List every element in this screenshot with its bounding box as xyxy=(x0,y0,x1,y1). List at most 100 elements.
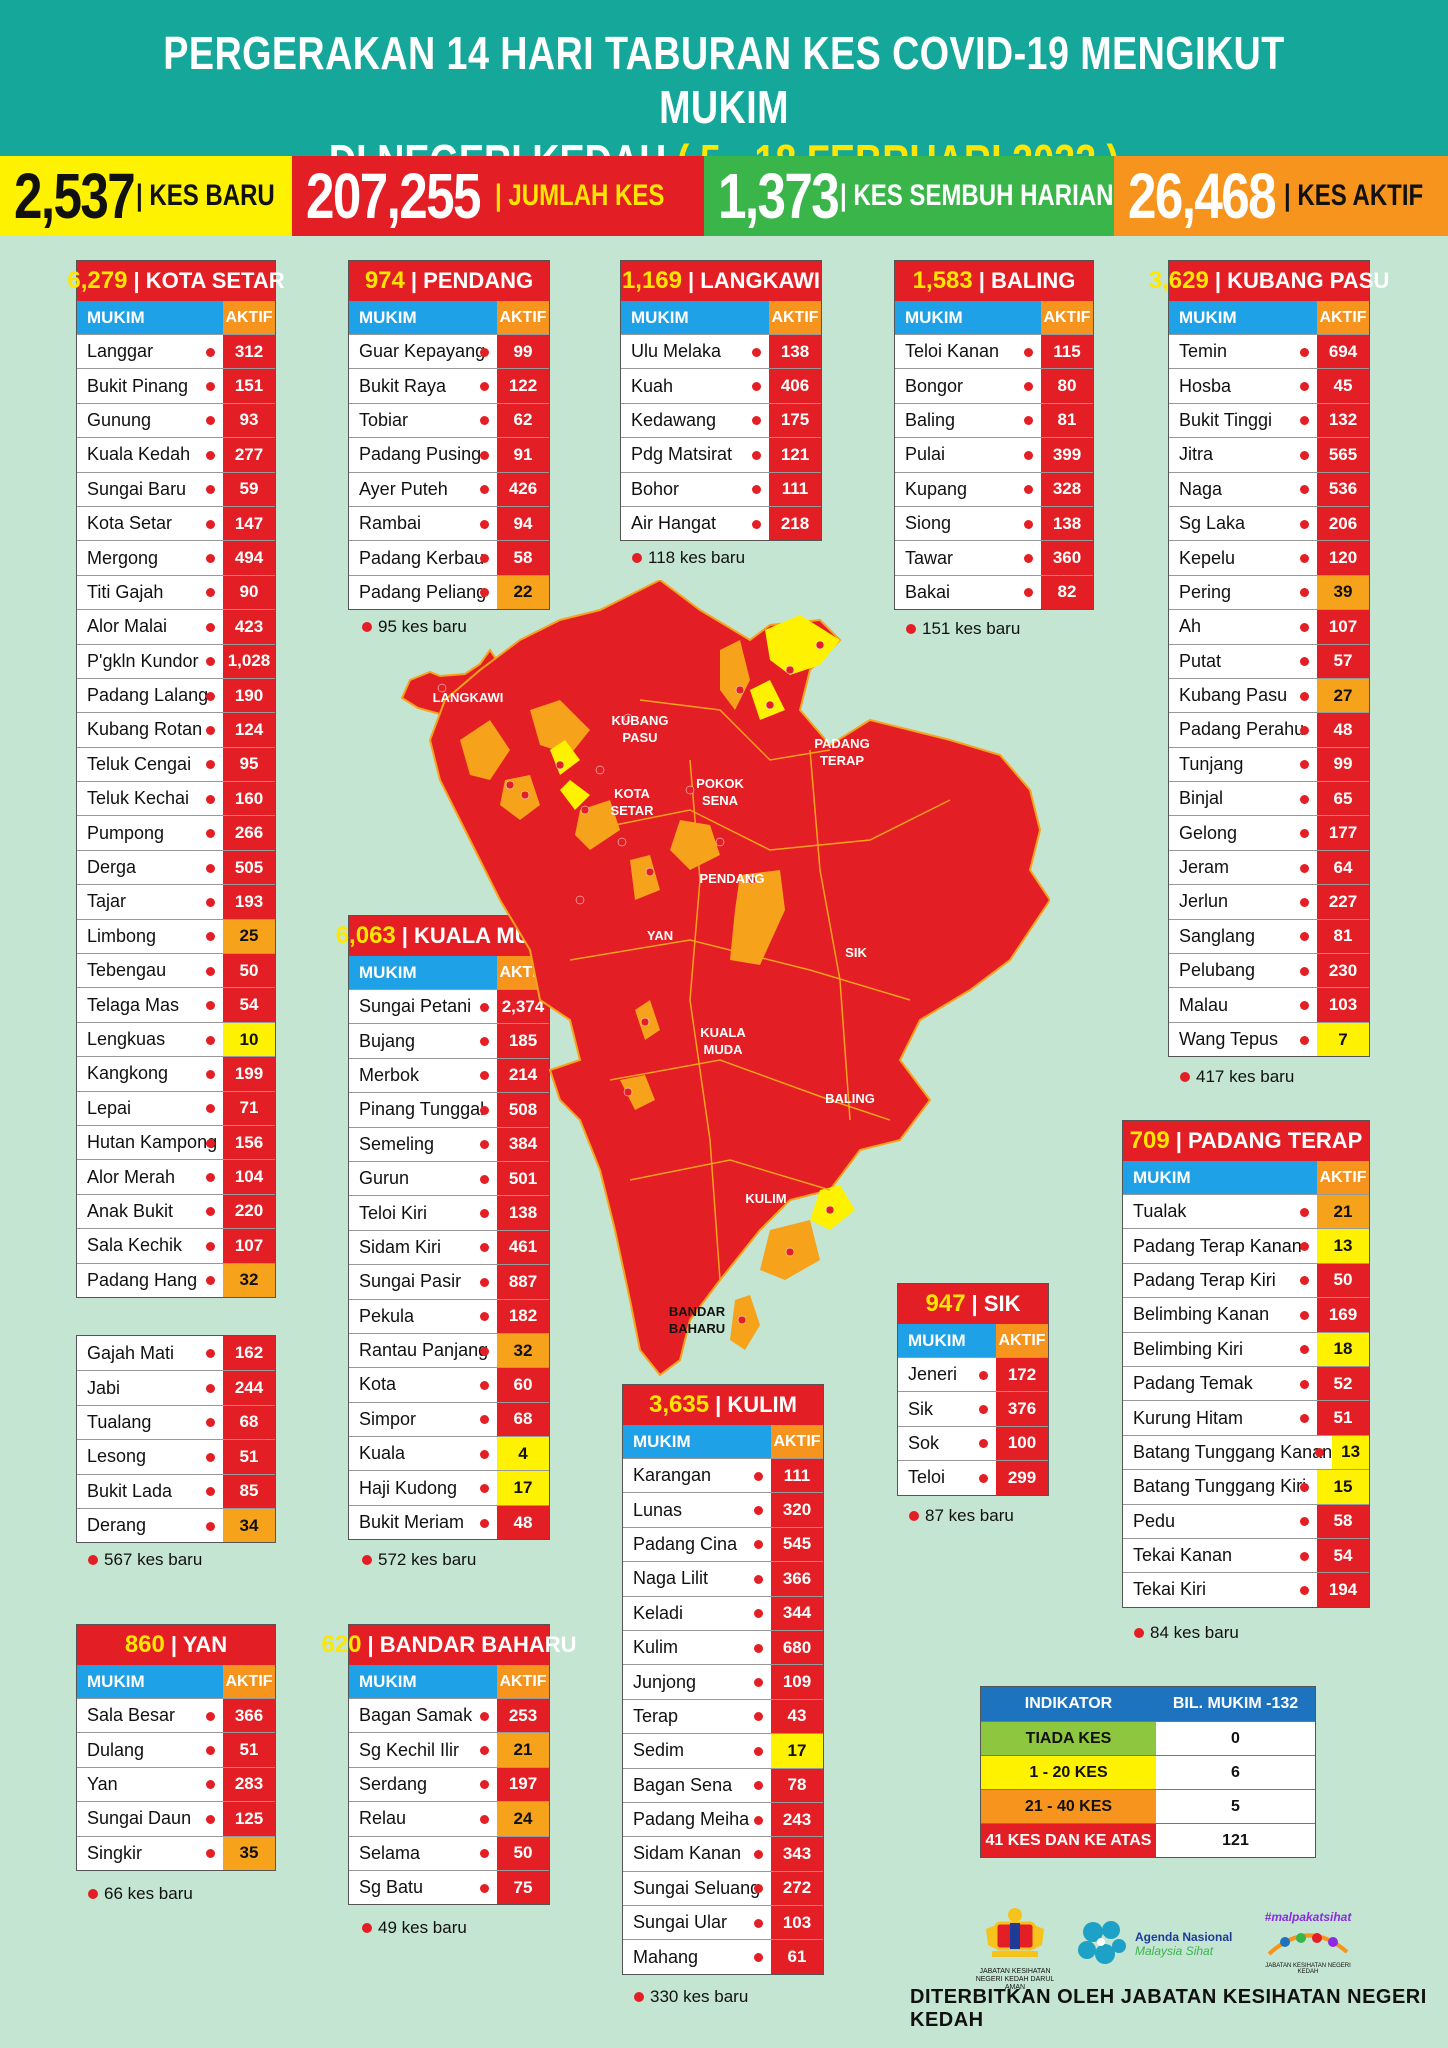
mukim-name: Tekai Kiri xyxy=(1123,1573,1317,1606)
header-banner: PERGERAKAN 14 HARI TABURAN KES COVID-19 … xyxy=(0,0,1448,156)
case-dot-icon xyxy=(480,1849,489,1858)
table-row: Bongor 80 xyxy=(895,368,1093,402)
mukim-label: Kuala xyxy=(359,1443,405,1464)
case-dot-icon xyxy=(206,1276,215,1285)
mukim-name: Sg Kechil Ilir xyxy=(349,1733,497,1766)
aktif-value: 51 xyxy=(223,1440,275,1473)
panel-title: 620 | BANDAR BAHARU xyxy=(349,1625,549,1665)
legend-rows: TIADA KES 0 1 - 20 KES 6 21 - 40 KES 5 41 KES … xyxy=(981,1721,1315,1857)
case-dot-icon xyxy=(1300,1001,1309,1010)
aktif-value: 32 xyxy=(223,1264,275,1297)
case-dot-icon xyxy=(1024,382,1033,391)
case-dot-icon xyxy=(206,932,215,941)
aktif-value: 13 xyxy=(1332,1436,1369,1469)
malpakatsihat-logo: #malpakatsihat JABATAN KESIHATAN NEGERI … xyxy=(1258,1910,1358,1975)
table-row: Kuah 406 xyxy=(621,368,821,402)
mukim-label: Padang Terap Kiri xyxy=(1133,1270,1276,1291)
mukim-label: Hosba xyxy=(1179,376,1231,397)
table-row: Padang Perahu 48 xyxy=(1169,712,1369,746)
aktif-value: 147 xyxy=(223,507,275,540)
agenda-nasional-logo: Agenda Nasional Malaysia Sihat xyxy=(1075,1918,1232,1970)
mukim-name: Tebengau xyxy=(77,954,223,987)
mukim-name: Malau xyxy=(1169,988,1317,1021)
table-row: Siong 138 xyxy=(895,506,1093,540)
mukim-name: Tualang xyxy=(77,1406,223,1439)
stat-3: 26,468 | KES AKTIF xyxy=(1114,156,1448,236)
table-row: Sg Laka 206 xyxy=(1169,506,1369,540)
aktif-value: 266 xyxy=(223,816,275,849)
new-cases-text: 87 kes baru xyxy=(925,1506,1014,1526)
map-label-kota: KOTA xyxy=(614,786,650,801)
table-row: P'gkln Kundor 1,028 xyxy=(77,644,275,678)
aktif-value: 299 xyxy=(996,1461,1048,1494)
aktif-value: 52 xyxy=(1317,1367,1369,1400)
mukim-name: Rambai xyxy=(349,507,497,540)
case-dot-icon xyxy=(206,1242,215,1251)
table-row: Kedawang 175 xyxy=(621,403,821,437)
mukim-name: Guar Kepayang xyxy=(349,335,497,368)
mukim-label: Serdang xyxy=(359,1774,427,1795)
panel-title: 974 | PENDANG xyxy=(349,261,549,301)
table-row: Mergong 494 xyxy=(77,540,275,574)
mukim-label: Belimbing Kiri xyxy=(1133,1339,1243,1360)
aktif-value: 51 xyxy=(1317,1401,1369,1434)
case-dot-icon xyxy=(206,623,215,632)
table-row: Kulim 680 xyxy=(623,1630,823,1664)
mukim-label: Tualak xyxy=(1133,1201,1186,1222)
aktif-value: 177 xyxy=(1317,816,1369,849)
mukim-label: Batang Tunggang Kiri xyxy=(1133,1476,1306,1497)
aktif-value: 343 xyxy=(771,1837,823,1870)
table-row: Teluk Kechai 160 xyxy=(77,781,275,815)
aktif-value: 65 xyxy=(1317,782,1369,815)
column-aktif: AKTIF xyxy=(497,1665,549,1698)
mukim-label: Pumpong xyxy=(87,823,164,844)
aktif-value: 206 xyxy=(1317,507,1369,540)
case-dot-icon xyxy=(1300,1311,1309,1320)
map-dot xyxy=(596,766,604,774)
case-dot-icon xyxy=(1300,657,1309,666)
map-dot xyxy=(521,791,529,799)
stat-value: 2,537 xyxy=(14,159,134,233)
aktif-value: 218 xyxy=(769,507,821,540)
case-dot-icon xyxy=(1300,416,1309,425)
case-dot-icon xyxy=(206,1349,215,1358)
mukim-name: Gajah Mati xyxy=(77,1336,223,1370)
mukim-name: Padang Temak xyxy=(1123,1367,1317,1400)
mukim-label: P'gkln Kundor xyxy=(87,651,199,672)
table-header: MUKIM AKTIF xyxy=(1169,301,1369,334)
map-label-kubang: KUBANG xyxy=(611,713,668,728)
case-dot-icon xyxy=(754,1747,763,1756)
map-label-langkawi: LANGKAWI xyxy=(433,690,504,705)
panel-title: 860 | YAN xyxy=(77,1625,275,1665)
new-cases-text: 49 kes baru xyxy=(378,1918,467,1938)
red-dot-icon xyxy=(1134,1628,1144,1638)
legend-count: 5 xyxy=(1156,1790,1315,1823)
district-name: | PADANG TERAP xyxy=(1176,1128,1363,1154)
mukim-name: Bagan Samak xyxy=(349,1699,497,1732)
table-row: Wang Tepus 7 xyxy=(1169,1022,1369,1056)
table-row: Pering 39 xyxy=(1169,575,1369,609)
aktif-value: 21 xyxy=(497,1733,549,1766)
map-dot xyxy=(618,838,626,846)
aktif-value: 17 xyxy=(771,1734,823,1767)
mukim-label: Pedu xyxy=(1133,1511,1175,1532)
panel-title: 6,279 | KOTA SETAR xyxy=(77,261,275,301)
map-dot xyxy=(581,806,589,814)
table-row: Padang Lalang 190 xyxy=(77,678,275,712)
case-dot-icon xyxy=(1300,692,1309,701)
case-dot-icon xyxy=(206,1487,215,1496)
mukim-label: Bongor xyxy=(905,376,963,397)
case-dot-icon xyxy=(1300,1414,1309,1423)
mukim-label: Binjal xyxy=(1179,788,1223,809)
panel-yan: 860 | YAN MUKIM AKTIF Sala Besar 366 Dulang 51 Y… xyxy=(76,1624,276,1871)
aktif-value: 344 xyxy=(771,1597,823,1630)
case-dot-icon xyxy=(1300,1483,1309,1492)
table-row: Tekai Kanan 54 xyxy=(1123,1538,1369,1572)
case-dot-icon xyxy=(206,795,215,804)
panel-title: 709 | PADANG TERAP xyxy=(1123,1121,1369,1161)
mukim-name: Temin xyxy=(1169,335,1317,368)
mukim-label: Gunung xyxy=(87,410,151,431)
mukim-name: Sanglang xyxy=(1169,920,1317,953)
mukim-label: Padang Pusing xyxy=(359,444,481,465)
mukim-name: Binjal xyxy=(1169,782,1317,815)
